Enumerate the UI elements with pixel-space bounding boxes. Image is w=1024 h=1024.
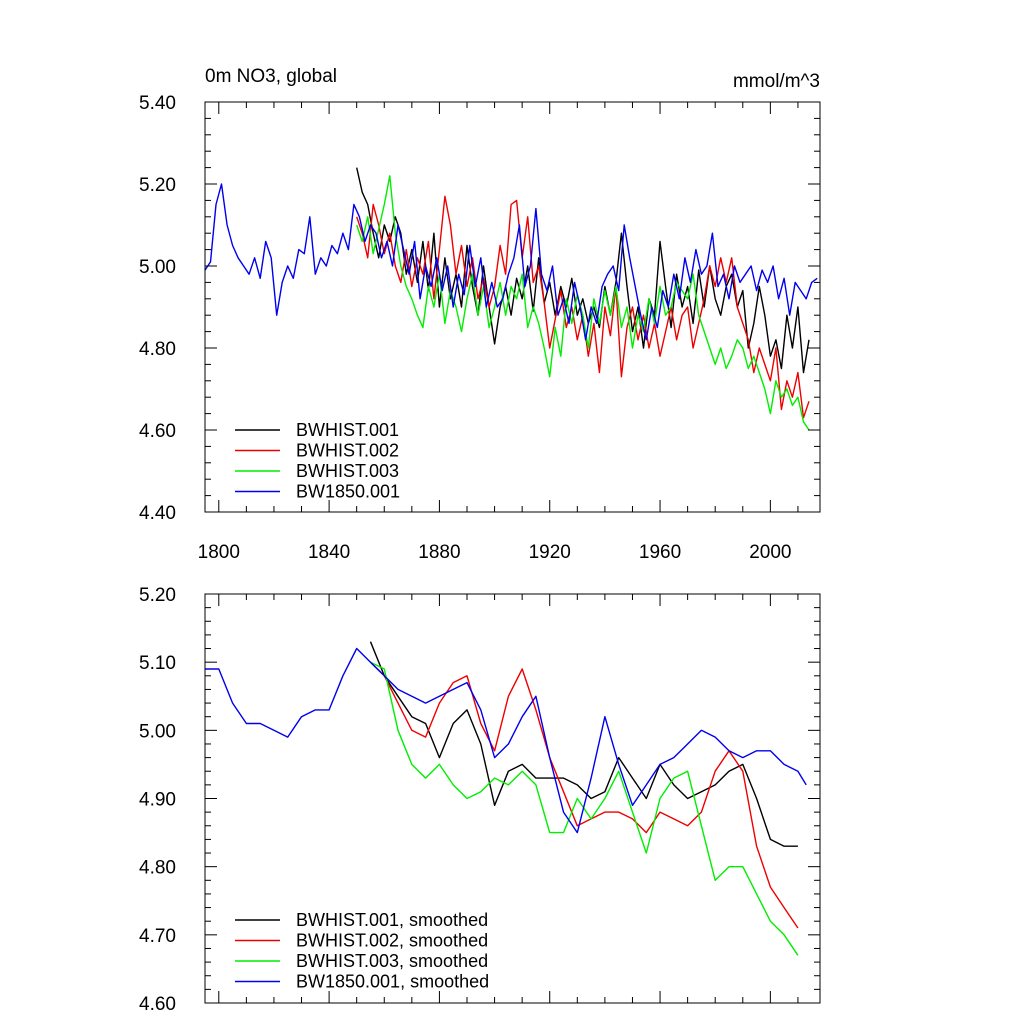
series-line-4	[204, 183, 818, 341]
legend-label: BWHIST.003	[296, 461, 399, 481]
x-tick-label: 1960	[639, 542, 681, 563]
x-tick-label: 2000	[749, 542, 791, 563]
y-tick-label: 5.40	[139, 93, 176, 114]
x-tick-label: 1840	[308, 542, 350, 563]
units-label: mmol/m^3	[733, 71, 820, 92]
y-tick-label: 4.60	[139, 421, 176, 442]
legend-label: BWHIST.001	[296, 420, 399, 440]
y-tick-label: 4.80	[139, 339, 176, 360]
legend-label: BWHIST.002	[296, 441, 399, 461]
y-tick-label: 4.40	[139, 503, 176, 524]
series-layer	[205, 641, 807, 956]
y-tick-label: 5.20	[139, 585, 176, 606]
y-tick-label: 5.20	[139, 175, 176, 196]
plot-frame	[204, 593, 821, 1004]
legend-label: BWHIST.003, smoothed	[296, 951, 488, 971]
y-tick-label: 4.80	[139, 858, 176, 879]
series-line-4	[205, 647, 807, 834]
series-line-2	[370, 661, 799, 929]
y-tick-label: 4.60	[139, 994, 176, 1015]
legend-label: BWHIST.001, smoothed	[296, 910, 488, 930]
y-tick-label: 4.70	[139, 926, 176, 947]
series-line-3	[370, 661, 799, 956]
y-tick-label: 4.90	[139, 790, 176, 811]
panel-top: 0m NO3, global mmol/m^3 4.40 4.60 4.80 5.00…	[139, 66, 821, 563]
series-layer	[204, 167, 818, 431]
labels-layer: 4.60 4.70 4.80 4.90 5.00 5.10 5.20	[139, 585, 176, 1015]
series-line-1	[356, 167, 810, 374]
legend-label: BWHIST.002, smoothed	[296, 931, 488, 951]
x-tick-label: 1920	[529, 542, 571, 563]
chart-title: 0m NO3, global	[205, 66, 337, 87]
y-tick-label: 5.10	[139, 653, 176, 674]
series-line-3	[356, 175, 810, 431]
series-line-2	[356, 195, 810, 419]
x-tick-label: 1800	[198, 542, 240, 563]
legend-label: BW1850.001, smoothed	[296, 972, 489, 992]
plot-frame	[204, 101, 821, 513]
y-tick-label: 5.00	[139, 721, 176, 742]
x-tick-label: 1880	[418, 542, 460, 563]
legend-label: BW1850.001	[296, 482, 400, 502]
labels-layer: 4.40 4.60 4.80 5.00 5.20 5.40 1800 1840 1880 1920…	[139, 93, 791, 563]
y-tick-label: 5.00	[139, 257, 176, 278]
series-line-1	[369, 641, 798, 847]
panel-bottom: 4.60 4.70 4.80 4.90 5.00 5.10 5.20 BWHIST.001,…	[139, 585, 821, 1015]
